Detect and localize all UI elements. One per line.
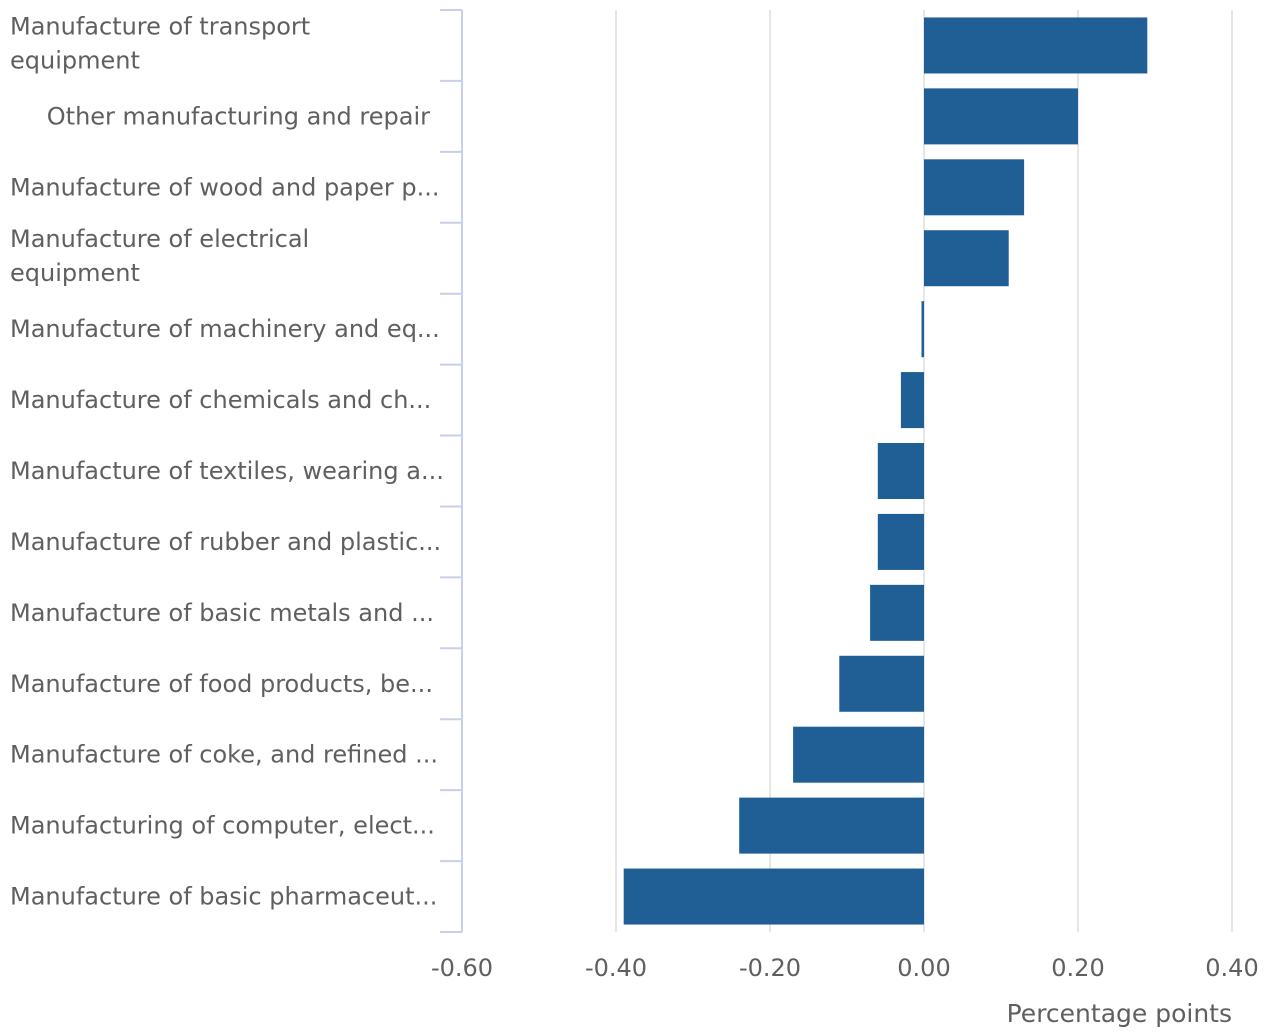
category-label: Manufacture of wood and paper p... — [10, 173, 440, 201]
bar — [877, 443, 924, 499]
bar — [924, 88, 1078, 145]
category-label: Other manufacturing and repair — [47, 102, 430, 130]
category-label-line: equipment — [10, 46, 140, 74]
category-label: Manufacture of food products, be... — [10, 670, 433, 698]
category-label: Manufacture of textiles, wearing a... — [10, 457, 444, 485]
x-tick-label: -0.60 — [431, 954, 493, 982]
category-label: Manufacture of basic pharmaceut... — [10, 883, 437, 911]
bar — [921, 301, 924, 358]
bar — [924, 17, 1148, 74]
x-tick-label: -0.20 — [739, 954, 801, 982]
category-labels: Manufacture of transport equipment Other m… — [10, 12, 444, 910]
bar — [877, 513, 924, 570]
category-label: Manufacture of basic metals and ... — [10, 599, 434, 627]
category-label-line: equipment — [10, 259, 140, 287]
category-label: Manufacture of machinery and eq... — [10, 315, 440, 343]
x-tick-label: 0.20 — [1051, 954, 1104, 982]
category-label-line: Manufacture of transport — [10, 12, 310, 40]
bar — [739, 797, 924, 854]
bar — [870, 584, 924, 641]
category-label: Manufacture of rubber and plastic... — [10, 528, 441, 556]
category-axis — [440, 9, 463, 933]
bar — [924, 159, 1025, 216]
x-tick-label: -0.40 — [585, 954, 647, 982]
bar — [793, 726, 924, 783]
category-label: Manufacturing of computer, elect... — [10, 812, 435, 840]
bar — [839, 655, 924, 712]
bar — [924, 230, 1009, 287]
bar — [623, 868, 924, 925]
x-tick-label: 0.00 — [897, 954, 950, 982]
bars — [623, 17, 1148, 925]
category-label: Manufacture of chemicals and ch... — [10, 386, 431, 414]
category-label: Manufacture of electrical equipment — [10, 225, 309, 287]
bar — [900, 372, 924, 429]
category-label: Manufacture of coke, and refined ... — [10, 741, 438, 769]
x-axis-title: Percentage points — [1007, 999, 1232, 1028]
x-tick-labels: -0.60 -0.40 -0.20 0.00 0.20 0.40 — [431, 954, 1259, 982]
category-label: Manufacture of transport equipment — [10, 12, 310, 74]
x-tick-label: 0.40 — [1205, 954, 1258, 982]
category-label-line: Manufacture of electrical — [10, 225, 309, 253]
